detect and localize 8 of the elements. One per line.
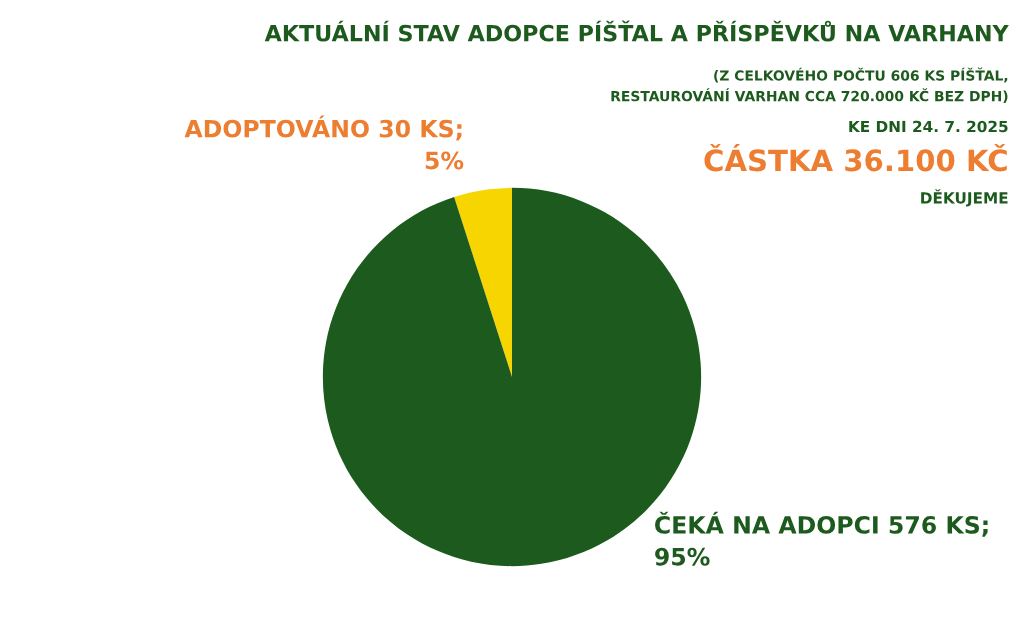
text: ČÁSTKA 36.100 KČ xyxy=(704,144,1007,172)
slice-label: ČEKÁ NA ADOPCI 576 KS; 95% xyxy=(655,511,988,566)
text: DĚKUJEME xyxy=(921,189,1008,207)
chart-subtitle: (Z CELKOVÉHO POČTU 606 KS PÍŠŤAL, RESTAUROVÁNÍ VARHAN CCA 720.000 KČ BEZ DPH) xyxy=(611,67,1008,103)
text: KE DNI 24. 7. 2025 xyxy=(849,120,1008,133)
slice-label: ADOPTOVÁNO 30 KS; 5% xyxy=(184,115,464,170)
pie-slice xyxy=(454,187,512,378)
chart-title: AKTUÁLNÍ STAV ADOPCE PÍŠŤAL A PŘÍSPĚVKŮ NA VARHANY xyxy=(264,20,1009,42)
